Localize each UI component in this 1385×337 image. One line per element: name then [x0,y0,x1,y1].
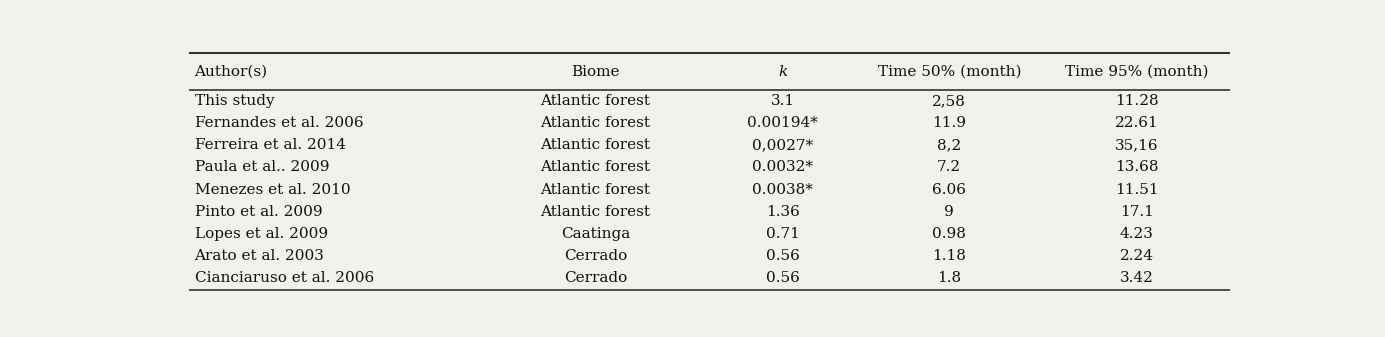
Text: 1.36: 1.36 [766,205,799,219]
Text: 13.68: 13.68 [1115,160,1158,175]
Text: 1.8: 1.8 [938,271,961,285]
Text: 2.24: 2.24 [1119,249,1154,263]
Text: 0.71: 0.71 [766,227,799,241]
Text: Fernandes et al. 2006: Fernandes et al. 2006 [194,116,363,130]
Text: Author(s): Author(s) [194,65,267,79]
Text: 35,16: 35,16 [1115,138,1158,152]
Text: 4.23: 4.23 [1119,227,1154,241]
Text: 0,0027*: 0,0027* [752,138,813,152]
Text: Atlantic forest: Atlantic forest [540,160,651,175]
Text: Cerrado: Cerrado [564,249,627,263]
Text: 11.51: 11.51 [1115,183,1158,197]
Text: 0.56: 0.56 [766,249,799,263]
Text: Paula et al.. 2009: Paula et al.. 2009 [194,160,330,175]
Text: 1.18: 1.18 [932,249,967,263]
Text: Atlantic forest: Atlantic forest [540,183,651,197]
Text: 2,58: 2,58 [932,94,967,108]
Text: 0.0032*: 0.0032* [752,160,813,175]
Text: k: k [778,65,787,79]
Text: 0.56: 0.56 [766,271,799,285]
Text: Pinto et al. 2009: Pinto et al. 2009 [194,205,323,219]
Text: Caatinga: Caatinga [561,227,630,241]
Text: Time 50% (month): Time 50% (month) [878,65,1021,79]
Text: Biome: Biome [571,65,619,79]
Text: Atlantic forest: Atlantic forest [540,205,651,219]
Text: 3.1: 3.1 [770,94,795,108]
Text: 8,2: 8,2 [938,138,961,152]
Text: 0.00194*: 0.00194* [748,116,819,130]
Text: 11.9: 11.9 [932,116,967,130]
Text: Cerrado: Cerrado [564,271,627,285]
Text: Ferreira et al. 2014: Ferreira et al. 2014 [194,138,346,152]
Text: Lopes et al. 2009: Lopes et al. 2009 [194,227,328,241]
Text: 17.1: 17.1 [1119,205,1154,219]
Text: Atlantic forest: Atlantic forest [540,94,651,108]
Text: Atlantic forest: Atlantic forest [540,116,651,130]
Text: Menezes et al. 2010: Menezes et al. 2010 [194,183,350,197]
Text: 22.61: 22.61 [1115,116,1159,130]
Text: Cianciaruso et al. 2006: Cianciaruso et al. 2006 [194,271,374,285]
Text: 0.0038*: 0.0038* [752,183,813,197]
Text: 9: 9 [945,205,954,219]
Text: Time 95% (month): Time 95% (month) [1065,65,1209,79]
Text: 3.42: 3.42 [1119,271,1154,285]
Text: 6.06: 6.06 [932,183,967,197]
Text: This study: This study [194,94,274,108]
Text: 0.98: 0.98 [932,227,967,241]
Text: Atlantic forest: Atlantic forest [540,138,651,152]
Text: 7.2: 7.2 [938,160,961,175]
Text: Arato et al. 2003: Arato et al. 2003 [194,249,324,263]
Text: 11.28: 11.28 [1115,94,1158,108]
